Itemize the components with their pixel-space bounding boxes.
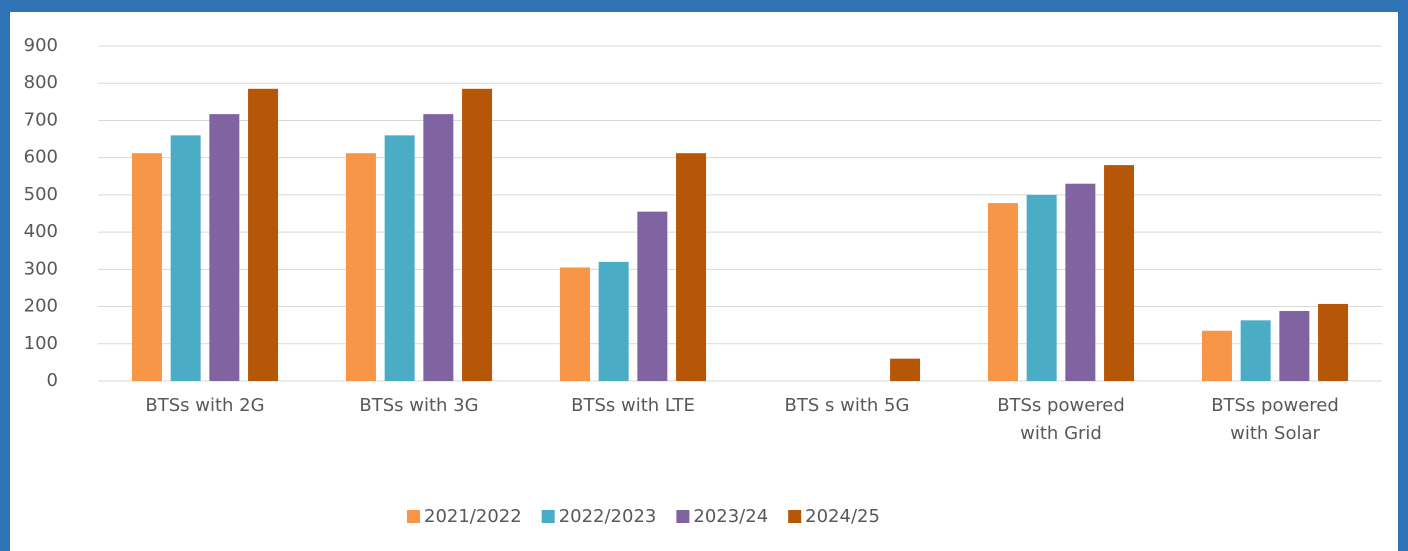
x-tick-label: BTSs powered with Grid (997, 395, 1125, 444)
bar (1104, 165, 1135, 381)
bar (1026, 194, 1057, 381)
bar (462, 88, 493, 382)
bar (637, 211, 668, 381)
bar (1240, 320, 1271, 381)
x-tick-label: BTSs with 3G (359, 395, 479, 416)
bar (987, 203, 1018, 381)
chart-panel: 0 100 200 300 400 500 600 700 800 900 2021/2022 202… (10, 12, 1398, 551)
legend-swatch (788, 510, 802, 523)
bar (423, 114, 454, 381)
bar (598, 261, 629, 381)
y-tick-label: 100 (24, 333, 58, 354)
x-tick-label: BTSs with LTE (571, 395, 695, 416)
bar (1201, 330, 1232, 381)
y-tick-label: 200 (24, 296, 58, 317)
y-tick-label: 300 (24, 258, 58, 279)
legend-label: 2022/2023 (559, 506, 657, 527)
x-tick-label: BTSs with 2G (145, 395, 265, 416)
legend-label: 2021/2022 (424, 506, 522, 527)
bar (170, 135, 201, 381)
y-tick-label: 800 (24, 72, 58, 93)
legend-swatch (407, 510, 420, 523)
bar (1279, 311, 1310, 381)
bar (676, 153, 707, 381)
bar (248, 88, 279, 382)
bar (559, 267, 590, 381)
x-tick-label: BTS s with 5G (784, 395, 910, 416)
y-tick-label: 0 (47, 370, 58, 391)
bar (209, 114, 240, 381)
x-tick-label: BTSs powered with Solar (1211, 395, 1339, 444)
bar (345, 153, 376, 381)
y-tick-label: 400 (24, 221, 58, 242)
legend-label: 2024/25 (805, 506, 880, 527)
bar (384, 135, 415, 381)
bar (1065, 183, 1096, 381)
chart: 0 100 200 300 400 500 600 700 800 900 2021/2022 202… (24, 35, 1382, 527)
y-tick-label: 500 (24, 184, 58, 205)
y-tick-label: 900 (24, 35, 58, 56)
legend-swatch (541, 510, 555, 523)
bar (890, 358, 921, 381)
legend-label: 2023/24 (693, 506, 768, 527)
y-tick-label: 600 (24, 147, 58, 168)
bar (131, 153, 162, 381)
bar (1318, 303, 1349, 381)
y-tick-label: 700 (24, 109, 58, 130)
legend-swatch (676, 510, 690, 523)
